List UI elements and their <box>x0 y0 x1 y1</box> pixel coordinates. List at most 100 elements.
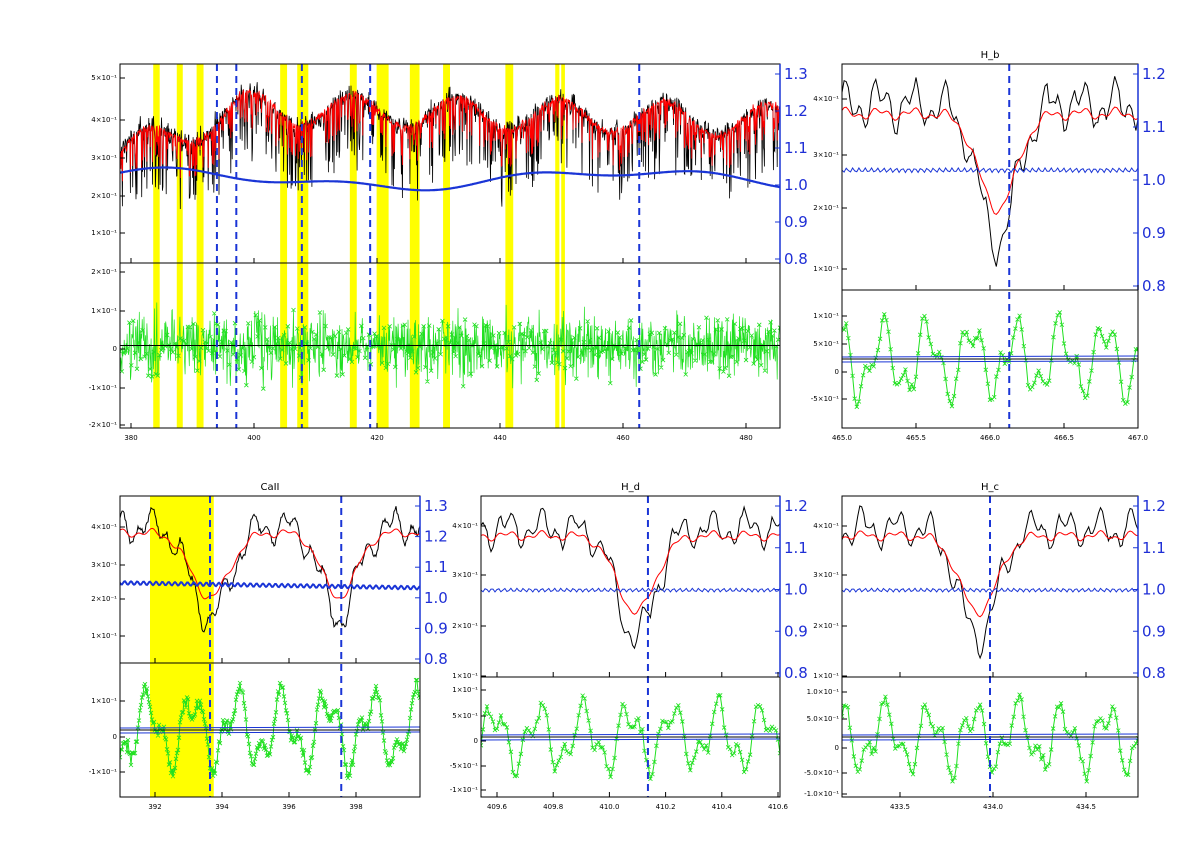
x-tick-label: 409.8 <box>543 803 563 811</box>
model-spectrum-line <box>120 88 780 182</box>
residual-y-tick-label: 2×10⁻¹ <box>91 268 117 276</box>
panel-hbeta: 4×10⁻¹ 3×10⁻¹ 2×10⁻¹ 1×10⁻¹ 1×10⁻¹ 5×10⁻¹ 0 -5×… <box>811 50 1166 442</box>
mask-band <box>196 64 204 428</box>
top-frame <box>841 63 1139 291</box>
model-spectrum-line <box>120 527 420 600</box>
y-tick-label: 3×10⁻¹ <box>91 561 117 569</box>
residual-band-upper <box>480 733 781 736</box>
panel-hgamma: 4×10⁻¹ 3×10⁻¹ 2×10⁻¹ 1×10⁻¹ 1.0×10⁻¹ 5.0×10⁻¹… <box>804 482 1166 811</box>
residual-y-tick-label: -1.0×10⁻¹ <box>804 790 839 798</box>
y-tick-label: 1×10⁻¹ <box>91 229 117 237</box>
mask-band <box>561 64 565 428</box>
residual-y-tick-label: 1.0×10⁻¹ <box>807 688 840 696</box>
continuum-line <box>842 587 1138 593</box>
continuum-line <box>120 166 780 192</box>
bottom-frame <box>119 262 781 429</box>
x-tick-label: 410.6 <box>768 803 789 811</box>
residual-y-tick-label: 1×10⁻¹ <box>452 686 478 694</box>
x-tick-label: 466.5 <box>1054 434 1074 442</box>
y-tick-label: 4×10⁻¹ <box>91 116 117 124</box>
right-axis-tick-label: 1.2 <box>1142 497 1166 515</box>
y-tick-label: 3×10⁻¹ <box>813 151 839 159</box>
right-axis-tick-label: 0.8 <box>1142 277 1166 295</box>
right-axis-tick-label: 0.8 <box>784 664 808 682</box>
y-tick-label: 2×10⁻¹ <box>91 595 117 603</box>
residual-band-upper <box>119 726 421 729</box>
residual-markers <box>481 692 780 782</box>
mask-band <box>153 64 160 428</box>
residual-y-tick-label: 0 <box>113 733 117 741</box>
right-axis-tick-label: 1.2 <box>784 102 808 120</box>
right-axis-tick-label: 1.2 <box>784 497 808 515</box>
residual-markers <box>842 692 1138 784</box>
x-tick-label: 440 <box>493 434 506 442</box>
panel-caii: 4×10⁻¹ 3×10⁻¹ 2×10⁻¹ 1×10⁻¹ 1×10⁻¹ 0 -1×10⁻¹ 1.… <box>89 482 448 811</box>
residual-band-lower <box>841 360 1139 363</box>
observed-spectrum-line <box>842 76 1138 267</box>
mask-band <box>349 64 357 428</box>
continuum-line <box>481 587 780 593</box>
residual-y-tick-label: 1×10⁻¹ <box>813 312 839 320</box>
x-tick-label: 400 <box>247 434 260 442</box>
y-tick-label: 2×10⁻¹ <box>91 192 117 200</box>
continuum-line <box>842 167 1138 174</box>
x-tick-label: 433.5 <box>890 803 910 811</box>
x-tick-label: 460 <box>616 434 629 442</box>
residual-y-tick-label: -1×10⁻¹ <box>450 786 478 794</box>
x-tick-label: 434.0 <box>983 803 1003 811</box>
right-axis-tick-label: 0.8 <box>424 650 448 668</box>
right-axis-tick-label: 0.8 <box>784 250 808 268</box>
right-axis-tick-label: 0.8 <box>1142 664 1166 682</box>
panel-title: H_b <box>981 50 1000 61</box>
x-tick-label: 480 <box>739 434 752 442</box>
x-tick-label: 410.0 <box>599 803 619 811</box>
residual-y-tick-label: 0 <box>474 737 478 745</box>
right-axis-tick-label: 1.2 <box>1142 65 1166 83</box>
x-tick-label: 465.5 <box>906 434 926 442</box>
x-tick-label: 434.5 <box>1076 803 1096 811</box>
residual-y-tick-label: 0 <box>835 744 839 752</box>
residual-y-tick-label: 0 <box>113 345 117 353</box>
residual-band-upper <box>841 355 1139 358</box>
residual-y-tick-label: -1×10⁻¹ <box>89 768 117 776</box>
mask-band <box>505 64 514 428</box>
right-axis-tick-label: 1.0 <box>1142 171 1166 189</box>
x-tick-label: 392 <box>148 803 161 811</box>
panel-full: 5×10⁻¹ 4×10⁻¹ 3×10⁻¹ 2×10⁻¹ 1×10⁻¹ 2×10⁻¹ 1×10… <box>89 63 808 442</box>
residual-band-lower <box>119 731 421 734</box>
y-tick-label: 4×10⁻¹ <box>91 523 117 531</box>
residual-y-tick-label: 5×10⁻¹ <box>813 340 839 348</box>
x-tick-label: 380 <box>124 434 137 442</box>
residual-band-upper <box>841 733 1139 736</box>
residual-y-tick-label: -5×10⁻¹ <box>450 762 478 770</box>
right-axis-tick-label: 1.0 <box>424 589 448 607</box>
continuum-line <box>120 580 420 591</box>
residual-y-tick-label: 1×10⁻¹ <box>91 697 117 705</box>
residual-line <box>842 311 1138 409</box>
residual-markers <box>120 677 420 781</box>
model-spectrum-line <box>481 530 780 615</box>
residual-y-tick-label: -5.0×10⁻¹ <box>804 769 839 777</box>
right-axis-tick-label: 0.9 <box>784 213 808 231</box>
x-tick-label: 409.6 <box>487 803 508 811</box>
x-tick-label: 420 <box>370 434 383 442</box>
mask-band <box>280 64 288 428</box>
right-axis-tick-label: 1.1 <box>784 539 808 557</box>
x-tick-label: 398 <box>349 803 362 811</box>
y-tick-label: 5×10⁻¹ <box>91 74 117 82</box>
right-axis-tick-label: 1.0 <box>1142 581 1166 599</box>
y-tick-label: 2×10⁻¹ <box>452 622 478 630</box>
y-tick-label: 4×10⁻¹ <box>813 95 839 103</box>
residual-markers <box>120 307 780 391</box>
top-frame <box>480 495 781 678</box>
y-tick-label: 3×10⁻¹ <box>91 154 117 162</box>
panel-title: H_d <box>621 482 640 493</box>
x-tick-label: 410.4 <box>712 803 733 811</box>
right-axis-tick-label: 0.9 <box>1142 622 1166 640</box>
residual-markers <box>842 310 1138 410</box>
residual-y-tick-label: 5.0×10⁻¹ <box>807 715 840 723</box>
y-tick-label: 3×10⁻¹ <box>813 571 839 579</box>
bottom-frame <box>119 662 421 798</box>
residual-band-lower <box>480 738 781 741</box>
